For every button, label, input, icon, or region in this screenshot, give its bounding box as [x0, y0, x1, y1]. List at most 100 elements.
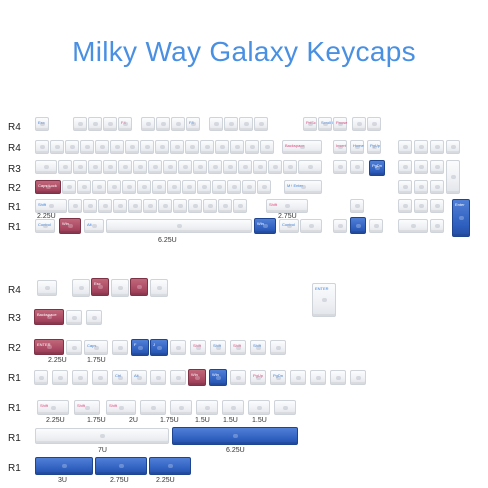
keycap [158, 199, 172, 213]
keycap [224, 117, 238, 131]
keycap: Control [35, 219, 55, 233]
keycap [248, 400, 270, 415]
keycap: Win [254, 218, 276, 234]
size-label: 2.75U [278, 213, 297, 220]
keycap [34, 370, 48, 385]
keycap: Pause [333, 117, 347, 131]
keycap: Caps Lock [35, 180, 61, 194]
row-label: R1 [8, 373, 21, 384]
keycap: Shift [210, 340, 226, 355]
size-label: 3U [58, 477, 67, 484]
keycap [446, 160, 460, 194]
keycap [172, 427, 298, 445]
keycap [274, 400, 296, 415]
keycap: Caps [84, 340, 108, 355]
keycap-legend: Backspace [37, 312, 57, 317]
size-label: 1.5U [252, 417, 267, 424]
keycap [106, 219, 252, 233]
keycap [414, 160, 428, 174]
keycap: Shift [250, 340, 266, 355]
keycap: Win [59, 218, 81, 234]
keycap: Backspace [34, 309, 64, 325]
row-label: R4 [8, 285, 21, 296]
keycap [66, 340, 82, 355]
keycap [58, 160, 72, 174]
keycap-legend: Backspace [285, 143, 305, 148]
keycap [239, 117, 253, 131]
keycap: Insert [333, 140, 347, 154]
keycap [430, 180, 444, 194]
keycap: Shift [106, 400, 136, 415]
keycap-legend: F [134, 342, 137, 347]
keycap [92, 370, 108, 385]
keycap-legend: Esc [94, 281, 101, 286]
keycap [330, 370, 346, 385]
keycap [83, 199, 97, 213]
keycap [88, 117, 102, 131]
keycap [152, 180, 166, 194]
keycap [170, 400, 192, 415]
size-label: 6.25U [158, 237, 177, 244]
row-label: R3 [8, 164, 21, 175]
keycap [200, 140, 214, 154]
row-label: R2 [8, 343, 21, 354]
keycap-legend: PgUp [253, 373, 264, 378]
keycap [170, 340, 186, 355]
keycap: ENTER [312, 283, 336, 317]
keycap: F8 [186, 117, 200, 131]
keycap [130, 278, 148, 296]
size-label: 2U [129, 417, 138, 424]
keycap [414, 180, 428, 194]
keycap: F [131, 339, 149, 356]
keycap [128, 199, 142, 213]
keycap [77, 180, 91, 194]
keycap [208, 160, 222, 174]
keycap [430, 199, 444, 213]
keycap [149, 457, 191, 475]
row-label: R4 [8, 122, 21, 133]
size-label: 2.25U [46, 417, 65, 424]
keycap [350, 370, 366, 385]
keycap [196, 400, 218, 415]
keycap [209, 117, 223, 131]
keycap-legend: Shift [213, 343, 222, 348]
keycap [143, 199, 157, 213]
keycap: PgUp [250, 370, 266, 385]
keycap [98, 199, 112, 213]
size-label: 1.75U [87, 357, 106, 364]
keycap [156, 117, 170, 131]
keycap: Scroll Lock [318, 117, 341, 131]
keycap-legend: Scroll Lock [321, 120, 341, 125]
size-label: 1.5U [223, 417, 238, 424]
keycap: ENTER [34, 339, 64, 355]
keycap: PgUp [367, 140, 381, 154]
keycap [72, 279, 90, 297]
keycap [95, 457, 147, 475]
keycap: Alt [131, 370, 147, 385]
keycap [148, 160, 162, 174]
keycap: Win [209, 369, 227, 386]
keycap: Alt [84, 219, 104, 233]
keycap [35, 428, 169, 444]
keycap [298, 160, 322, 174]
keycap [110, 140, 124, 154]
keycap: Home [350, 140, 364, 154]
keycap-legend: Shift [269, 202, 278, 207]
size-label: 1.5U [195, 417, 210, 424]
keycap [185, 140, 199, 154]
keycap [218, 199, 232, 213]
row-label: R2 [8, 183, 21, 194]
keycap [283, 160, 297, 174]
keycap: PgDn [270, 370, 286, 385]
keycap [72, 370, 88, 385]
keycap [170, 370, 186, 385]
size-label: 1.75U [87, 417, 106, 424]
keycap [118, 160, 132, 174]
keycap-legend: Insert [336, 143, 347, 148]
keycap-legend: Control [282, 222, 295, 227]
keycap [50, 140, 64, 154]
keycap [238, 160, 252, 174]
keycap [260, 140, 274, 154]
keycap: Enter [452, 199, 470, 237]
keycap [103, 117, 117, 131]
